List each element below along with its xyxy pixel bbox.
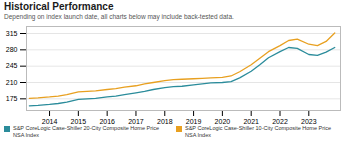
svg-text:2015: 2015 (71, 118, 87, 125)
svg-text:2020: 2020 (215, 118, 231, 125)
svg-text:2022: 2022 (272, 118, 288, 125)
svg-text:2017: 2017 (128, 118, 144, 125)
svg-text:245: 245 (6, 62, 18, 69)
svg-text:2021: 2021 (243, 118, 259, 125)
html-text:Depending on index launch date: Depending on index launch date, all char… (4, 13, 234, 20)
svg-text:2014: 2014 (42, 118, 58, 125)
html-text:Historical Performance: Historical Performance (4, 1, 114, 12)
svg-text:2018: 2018 (157, 118, 173, 125)
html-text:S&P CoreLogic Case-Shiller 10-: S&P CoreLogic Case-Shiller 10-City Compo… (185, 125, 331, 138)
svg-text:2023: 2023 (301, 118, 317, 125)
svg-text:280: 280 (6, 46, 18, 53)
svg-text:2019: 2019 (186, 118, 202, 125)
svg-text:315: 315 (6, 30, 18, 37)
svg-text:2016: 2016 (99, 118, 115, 125)
html-text:S&P CoreLogic Case-Shiller 20-: S&P CoreLogic Case-Shiller 20-City Compo… (13, 125, 159, 138)
svg-text:210: 210 (6, 79, 18, 86)
svg-text:175: 175 (6, 95, 18, 102)
